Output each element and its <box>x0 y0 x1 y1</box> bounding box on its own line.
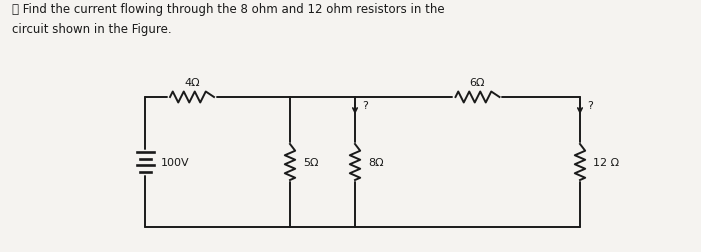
Text: 4Ω: 4Ω <box>184 78 200 88</box>
Text: 12 Ω: 12 Ω <box>593 158 619 167</box>
Text: 100V: 100V <box>161 158 190 167</box>
Text: Ⓢ Find the current flowing through the 8 ohm and 12 ohm resistors in the: Ⓢ Find the current flowing through the 8… <box>12 3 444 16</box>
Text: 5Ω: 5Ω <box>303 158 318 167</box>
Text: circuit shown in the Figure.: circuit shown in the Figure. <box>12 23 172 36</box>
Text: 8Ω: 8Ω <box>368 158 383 167</box>
Text: 6Ω: 6Ω <box>470 78 485 88</box>
Text: ?: ? <box>587 101 593 111</box>
Text: ?: ? <box>362 101 368 111</box>
